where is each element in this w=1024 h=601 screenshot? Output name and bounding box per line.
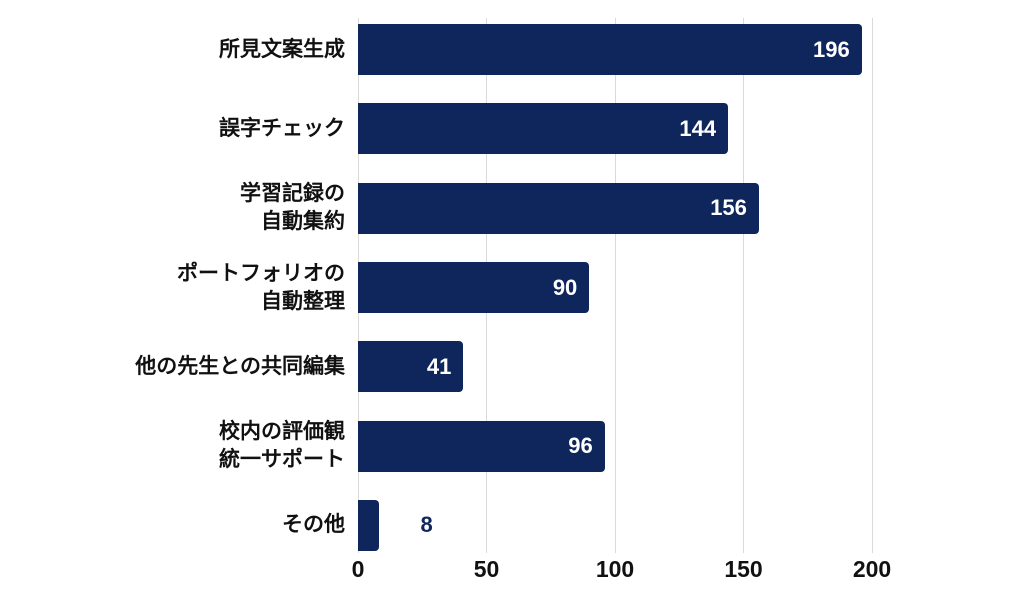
bar-row: ポートフォリオの 自動整理 90 [0, 248, 1024, 327]
gridline [614, 18, 616, 553]
category-label: 学習記録の 自動集約 [240, 182, 345, 234]
x-tick-label: 100 [595, 556, 635, 582]
bar-row: 他の先生との共同編集 41 [0, 327, 1024, 406]
gridline [743, 18, 744, 553]
gridline [871, 18, 873, 553]
x-tick-label: 200 [852, 556, 892, 582]
bar-track: 196 [358, 24, 872, 76]
value-label: 156 [710, 195, 747, 221]
bar: 90 [358, 262, 590, 314]
bar-row: 学習記録の 自動集約 156 [0, 169, 1024, 248]
value-label: 196 [813, 36, 850, 62]
x-tick-label: 150 [724, 556, 763, 582]
bar: 196 [358, 24, 862, 76]
bar: 41 [358, 341, 464, 393]
x-axis: 0 50 100 150 200 [352, 556, 892, 586]
bar-rows: 所見文案生成 196 誤字チェック 144 学習記録の 自動集約 156 ポートフォリオの 自動… [0, 10, 1024, 565]
bar-track: 41 [358, 341, 872, 393]
category-label: 他の先生との共同編集 [135, 354, 345, 378]
bar-row: 校内の評価観 統一サポート 96 [0, 406, 1024, 485]
bar-track: 8 [358, 499, 872, 551]
bar-track: 96 [358, 420, 872, 472]
bar: 144 [358, 103, 729, 155]
value-label: 90 [552, 274, 578, 300]
category-label: 誤字チェック [219, 116, 345, 140]
value-label: 144 [679, 115, 717, 141]
category-label: 所見文案生成 [219, 37, 345, 61]
bar-track: 90 [358, 262, 872, 314]
category-label: その他 [282, 513, 345, 537]
bar-row: 所見文案生成 196 [0, 10, 1024, 89]
x-tick-label: 50 [473, 556, 500, 582]
value-label: 8 [420, 512, 433, 538]
category-label: 校内の評価観 統一サポート [219, 420, 345, 472]
bar: 96 [358, 420, 605, 472]
bar-row: その他 8 [0, 486, 1024, 565]
value-label: 41 [426, 353, 452, 379]
bar-row: 誤字チェック 144 [0, 89, 1024, 168]
value-label: 96 [568, 433, 593, 459]
category-label: ポートフォリオの 自動整理 [177, 261, 345, 313]
x-tick-label: 0 [351, 556, 365, 582]
bar: 156 [358, 182, 759, 234]
bar-track: 144 [358, 103, 872, 155]
bar-track: 156 [358, 182, 872, 234]
bar [358, 499, 379, 551]
